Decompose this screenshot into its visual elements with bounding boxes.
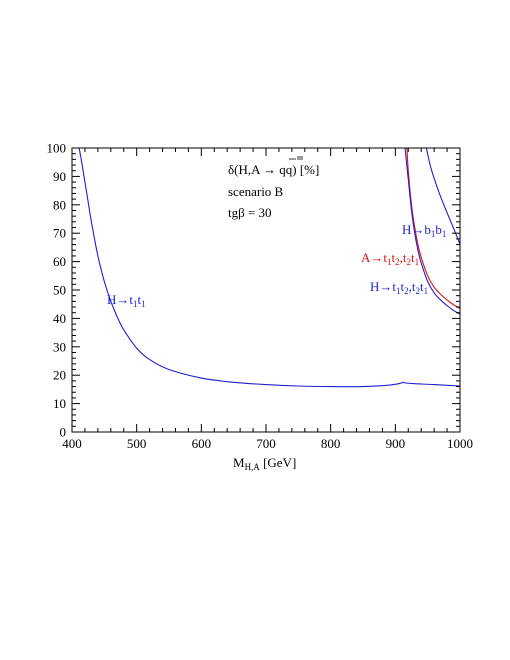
x-tick-label: 600	[192, 436, 212, 451]
curve-label-main: H→	[107, 292, 129, 307]
curve-label-symbol: t	[129, 292, 133, 307]
curve-label-main: H→	[370, 279, 392, 294]
curve-label-subscript: 1	[133, 299, 138, 309]
curve-label-subscript: 1	[387, 257, 392, 267]
svg-text:H→b1b1: H→b1b1	[402, 222, 446, 239]
svg-text:H→t1t2,t2t1: H→t1t2,t2t1	[370, 279, 428, 296]
curve-label-main: A→	[361, 250, 383, 265]
curve-label-subscript: 1	[396, 286, 401, 296]
label-a-t1t2: A→t1t2,t2t1	[361, 250, 419, 267]
x-tick-label: 400	[62, 436, 82, 451]
label-h-t1t1: H→t1t1	[107, 292, 146, 309]
curve-label-subscript: 2	[407, 257, 412, 267]
tick-labels-layer: 400 500 600 700 800 900 1000 0 10 20 30 40 50 60 70 80 9…	[47, 141, 474, 452]
annotation-tanbeta: tgβ = 30	[228, 205, 272, 220]
curve-label-symbol: ,	[400, 250, 403, 265]
x-tick-label: 500	[127, 436, 147, 451]
y-tick-label: 60	[53, 254, 66, 269]
curve-label-subscript: 2	[404, 286, 409, 296]
curve-label-subscript: 1	[431, 229, 436, 239]
curve-h-t1t2	[404, 148, 460, 315]
y-tick-label: 80	[53, 197, 66, 212]
x-axis-label-unit: [GeV]	[260, 455, 296, 470]
curve-label-subscript: 2	[416, 286, 421, 296]
y-tick-label: 70	[53, 226, 66, 241]
curve-label-symbol: t	[392, 250, 396, 265]
curve-label-symbol: t	[392, 279, 396, 294]
curve-label-main: H→	[402, 222, 424, 237]
curve-label-symbol: t	[383, 250, 387, 265]
svg-text:H→t1t1: H→t1t1	[107, 292, 146, 309]
x-tick-label: 800	[321, 436, 341, 451]
ticks-layer	[71, 147, 461, 433]
curve-label-symbol: t	[403, 250, 407, 265]
label-h-b1b1: H→b1b1	[402, 222, 446, 239]
curve-h-t1t1	[78, 148, 460, 388]
curve-a-t1t2	[406, 148, 460, 309]
label-h-t1t2: H→t1t2,t2t1	[370, 279, 428, 296]
curve-label-symbol: t	[420, 279, 424, 294]
x-axis-label: MH,A [GeV]	[233, 455, 296, 472]
curve-label-symbol: t	[138, 292, 142, 307]
annotation-scenario: scenario B	[228, 184, 284, 199]
curve-label-subscript: 1	[141, 299, 146, 309]
curve-label-subscript: 1	[442, 229, 447, 239]
y-tick-label: 90	[53, 169, 66, 184]
curve-label-symbol: t	[411, 250, 415, 265]
y-tick-label: 0	[60, 425, 67, 440]
curve-label-symbol: b	[424, 222, 431, 237]
curve-label-symbol: b	[435, 222, 442, 237]
y-tick-label: 20	[53, 368, 66, 383]
curves-layer	[78, 148, 460, 388]
annotation-quantity-text: δ(H,A → qq) [%]	[228, 162, 319, 177]
curve-label-symbol: ,	[409, 279, 412, 294]
curve-label-subscript: 1	[424, 286, 429, 296]
curve-label-subscript: 2	[395, 257, 400, 267]
svg-text:A→t1t2,t2t1: A→t1t2,t2t1	[361, 250, 419, 267]
annotation-quantity: δ(H,A → qq) [%]	[228, 162, 319, 177]
y-tick-label: 100	[47, 141, 67, 156]
x-axis-label-sub: H,A	[245, 462, 261, 472]
x-tick-label: 1000	[447, 436, 473, 451]
curve-h-b1b1	[425, 148, 460, 245]
x-tick-label: 700	[256, 436, 276, 451]
curve-label-symbol: t	[401, 279, 405, 294]
y-tick-label: 30	[53, 339, 66, 354]
y-tick-label: 10	[53, 396, 66, 411]
curve-label-symbol: t	[412, 279, 416, 294]
x-axis-label-main: M	[233, 455, 245, 470]
x-tick-label: 900	[386, 436, 406, 451]
y-tick-label: 50	[53, 283, 66, 298]
curve-label-subscript: 1	[415, 257, 420, 267]
y-tick-label: 40	[53, 311, 66, 326]
